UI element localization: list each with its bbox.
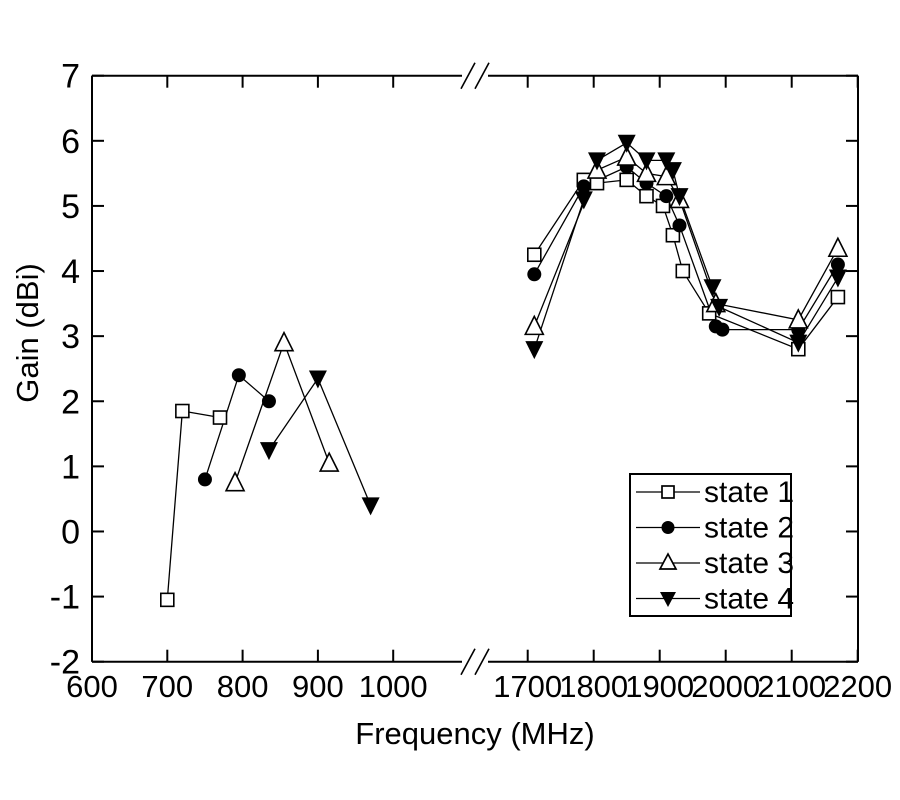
marker-state-2 bbox=[659, 189, 674, 204]
marker-state-1 bbox=[675, 263, 691, 279]
filled-circle-icon bbox=[661, 521, 675, 534]
marker-state-4 bbox=[308, 370, 327, 389]
x-tick-label: 700 bbox=[141, 669, 193, 704]
x-tick-label: 900 bbox=[292, 669, 344, 704]
marker-state-3 bbox=[616, 145, 637, 166]
legend-entry-label-2: state 2 bbox=[704, 512, 794, 545]
y-tick-label: 3 bbox=[61, 318, 80, 356]
marker-state-4 bbox=[588, 152, 606, 171]
marker-state-4 bbox=[657, 152, 676, 171]
y-tick-label: 4 bbox=[61, 253, 80, 291]
axis-break-slash bbox=[474, 62, 490, 90]
open-square-icon bbox=[661, 485, 675, 499]
marker-state-2 bbox=[576, 179, 591, 194]
marker-state-2 bbox=[527, 267, 542, 282]
x-tick-label: 2200 bbox=[823, 669, 892, 704]
marker-state-1 bbox=[526, 247, 542, 263]
marker-state-1 bbox=[830, 289, 846, 305]
filled-triangle-down-icon bbox=[660, 592, 676, 607]
series-line-state-1 bbox=[166, 410, 221, 600]
axis-break-slash bbox=[474, 648, 490, 676]
axis-break-slash bbox=[460, 648, 476, 676]
series-line-state-4 bbox=[268, 377, 372, 506]
x-tick-label: 1700 bbox=[493, 669, 562, 704]
marker-state-4 bbox=[703, 279, 722, 298]
y-tick-label: 2 bbox=[61, 383, 80, 421]
axis-break-slash bbox=[460, 62, 476, 90]
marker-state-3 bbox=[788, 308, 809, 329]
marker-state-3 bbox=[224, 470, 246, 492]
x-tick-label: 2100 bbox=[757, 669, 826, 704]
marker-state-4 bbox=[617, 134, 636, 153]
marker-state-4 bbox=[789, 334, 808, 353]
marker-state-2 bbox=[715, 322, 730, 337]
marker-state-4 bbox=[637, 152, 656, 171]
legend-border bbox=[629, 473, 792, 617]
legend-entry-label-1: state 1 bbox=[704, 476, 794, 509]
y-tick-label: 6 bbox=[61, 123, 80, 161]
x-tick-label: 800 bbox=[217, 669, 269, 704]
series-line-state-3 bbox=[234, 340, 330, 483]
x-tick-label: 1000 bbox=[359, 669, 428, 704]
x-axis-title: Frequency (MHz) bbox=[355, 716, 594, 751]
marker-state-4 bbox=[710, 298, 729, 317]
y-tick-label: -1 bbox=[50, 579, 80, 617]
legend-entry-label-4: state 4 bbox=[704, 583, 794, 616]
marker-state-1 bbox=[175, 403, 190, 419]
y-tick-label: 7 bbox=[61, 58, 80, 96]
marker-state-3 bbox=[524, 314, 545, 336]
y-tick-label: 5 bbox=[61, 188, 80, 226]
marker-state-1 bbox=[212, 410, 228, 425]
marker-state-4 bbox=[670, 188, 689, 207]
legend-box: state 1 state 2 state 3 state 4 bbox=[629, 473, 794, 617]
marker-state-2 bbox=[830, 257, 845, 272]
y-tick-label: 1 bbox=[61, 448, 80, 486]
marker-state-4 bbox=[663, 162, 682, 181]
marker-state-3 bbox=[318, 451, 340, 472]
y-tick-label: 0 bbox=[61, 513, 80, 551]
x-tick-label: 2000 bbox=[691, 669, 760, 704]
marker-state-3 bbox=[636, 161, 657, 183]
marker-state-4 bbox=[259, 442, 278, 461]
marker-state-4 bbox=[525, 341, 544, 360]
x-tick-label: 1900 bbox=[625, 669, 694, 704]
marker-state-4 bbox=[828, 269, 847, 288]
marker-state-4 bbox=[361, 497, 380, 516]
marker-state-2 bbox=[672, 218, 687, 233]
marker-state-3 bbox=[273, 330, 295, 352]
y-tick-label: -2 bbox=[50, 644, 80, 682]
marker-state-1 bbox=[639, 188, 654, 204]
marker-state-1 bbox=[619, 172, 635, 188]
marker-state-1 bbox=[160, 592, 175, 608]
x-tick-label: 600 bbox=[66, 669, 118, 704]
legend-entry-label-3: state 3 bbox=[704, 547, 794, 580]
marker-state-2 bbox=[231, 368, 246, 383]
marker-state-2 bbox=[261, 394, 276, 409]
open-triangle-up-icon bbox=[658, 552, 678, 570]
marker-layer bbox=[160, 134, 849, 608]
marker-state-3 bbox=[827, 236, 849, 258]
marker-state-4 bbox=[574, 191, 593, 210]
marker-state-1 bbox=[665, 227, 681, 243]
marker-state-2 bbox=[197, 472, 212, 487]
x-tick-label: 1800 bbox=[559, 669, 628, 704]
y-axis-title: Gain (dBi) bbox=[10, 263, 45, 403]
series-line-state-2 bbox=[204, 374, 270, 480]
